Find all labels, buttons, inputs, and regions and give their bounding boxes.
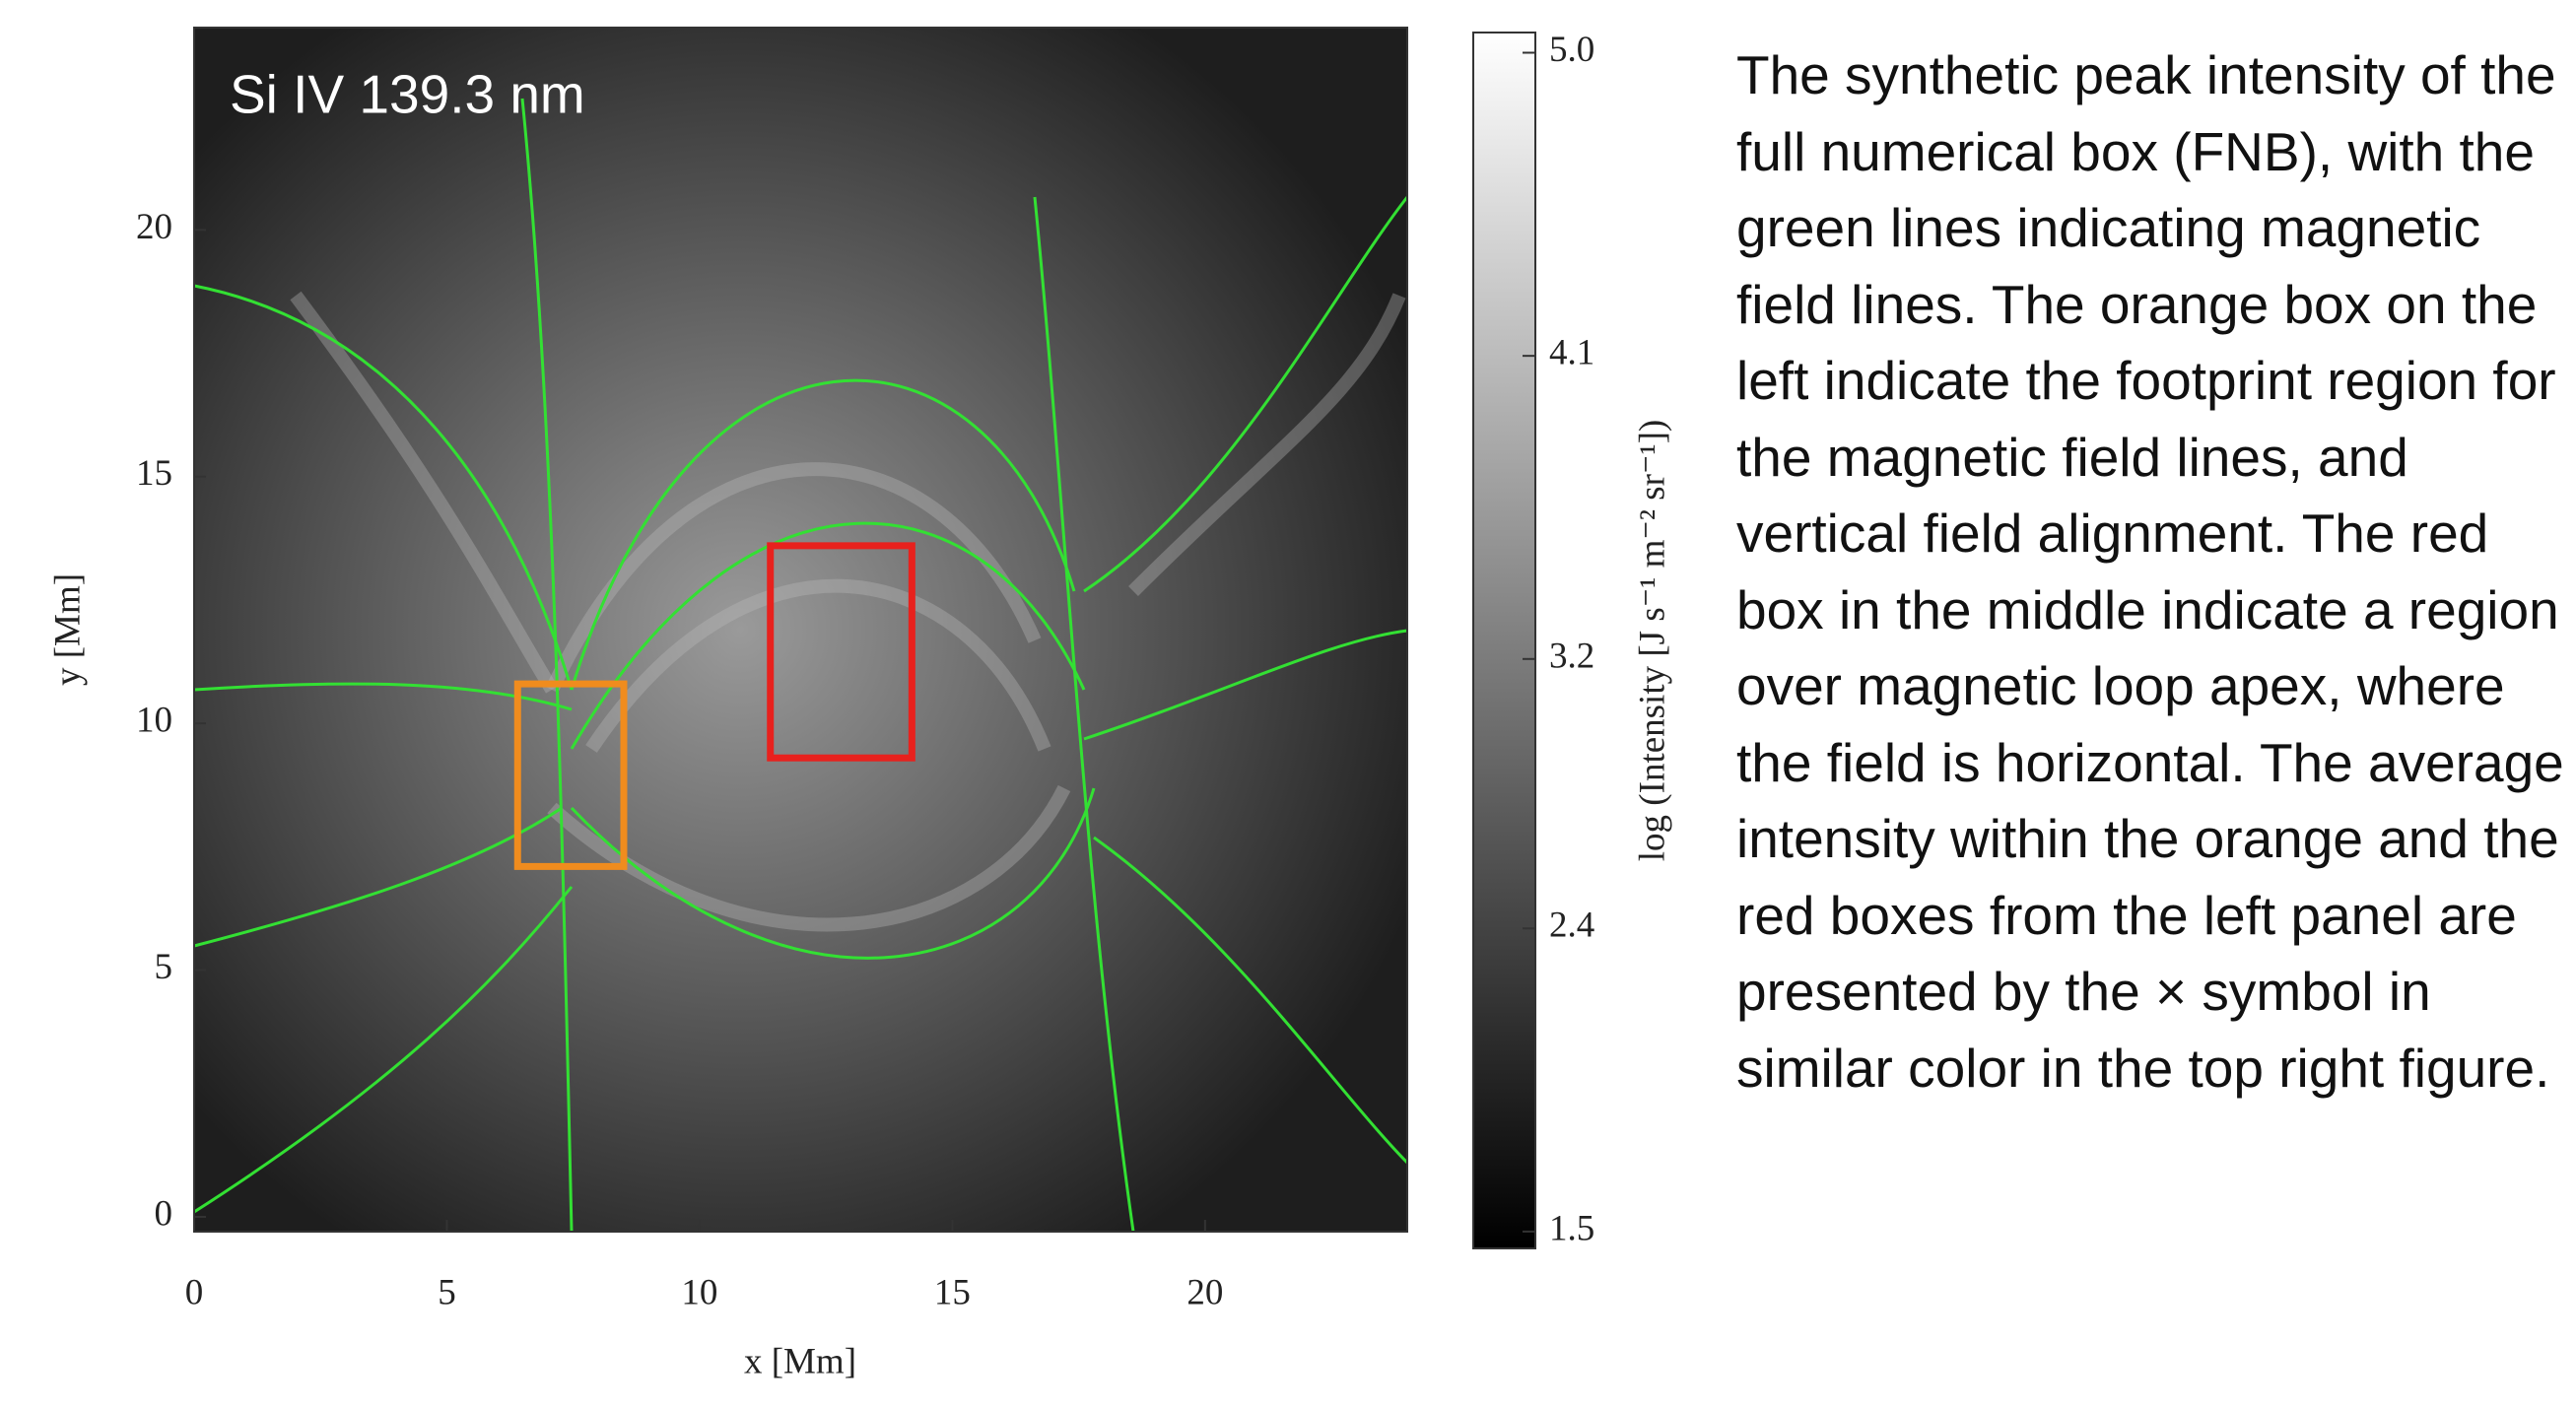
- y-axis-label: y [Mm]: [47, 573, 88, 686]
- x-tick-label: 0: [185, 1272, 204, 1312]
- page: Si IV 139.3 nm x [Mm] y [Mm] log (Intens…: [0, 0, 2576, 1409]
- intensity-map: [194, 28, 1407, 1232]
- colorbar: [1473, 33, 1535, 1248]
- colorbar-tick-label: 1.5: [1549, 1208, 1594, 1248]
- colorbar-tick-label: 2.4: [1549, 906, 1594, 946]
- colorbar-tick-label: 4.1: [1549, 333, 1594, 373]
- y-tick-label: 5: [155, 947, 173, 987]
- x-tick-label: 20: [1186, 1272, 1223, 1312]
- colorbar-label: log (Intensity [J s⁻¹ m⁻² sr⁻¹]): [1632, 420, 1672, 861]
- y-tick-label: 15: [136, 453, 172, 494]
- colorbar-tick-label: 3.2: [1549, 636, 1594, 676]
- colorbar-tick-label: 5.0: [1549, 30, 1594, 70]
- panel-title: Si IV 139.3 nm: [230, 64, 585, 125]
- x-tick-label: 5: [438, 1272, 456, 1312]
- x-tick-label: 10: [681, 1272, 717, 1312]
- caption: The synthetic peak intensity of the full…: [1736, 37, 2574, 1107]
- y-tick-label: 10: [136, 701, 172, 741]
- chart: Si IV 139.3 nm x [Mm] y [Mm] log (Intens…: [0, 0, 1715, 1409]
- x-tick-label: 15: [934, 1272, 971, 1312]
- x-axis-label: x [Mm]: [744, 1341, 856, 1381]
- y-tick-label: 20: [136, 207, 172, 247]
- y-tick-label: 0: [155, 1193, 173, 1234]
